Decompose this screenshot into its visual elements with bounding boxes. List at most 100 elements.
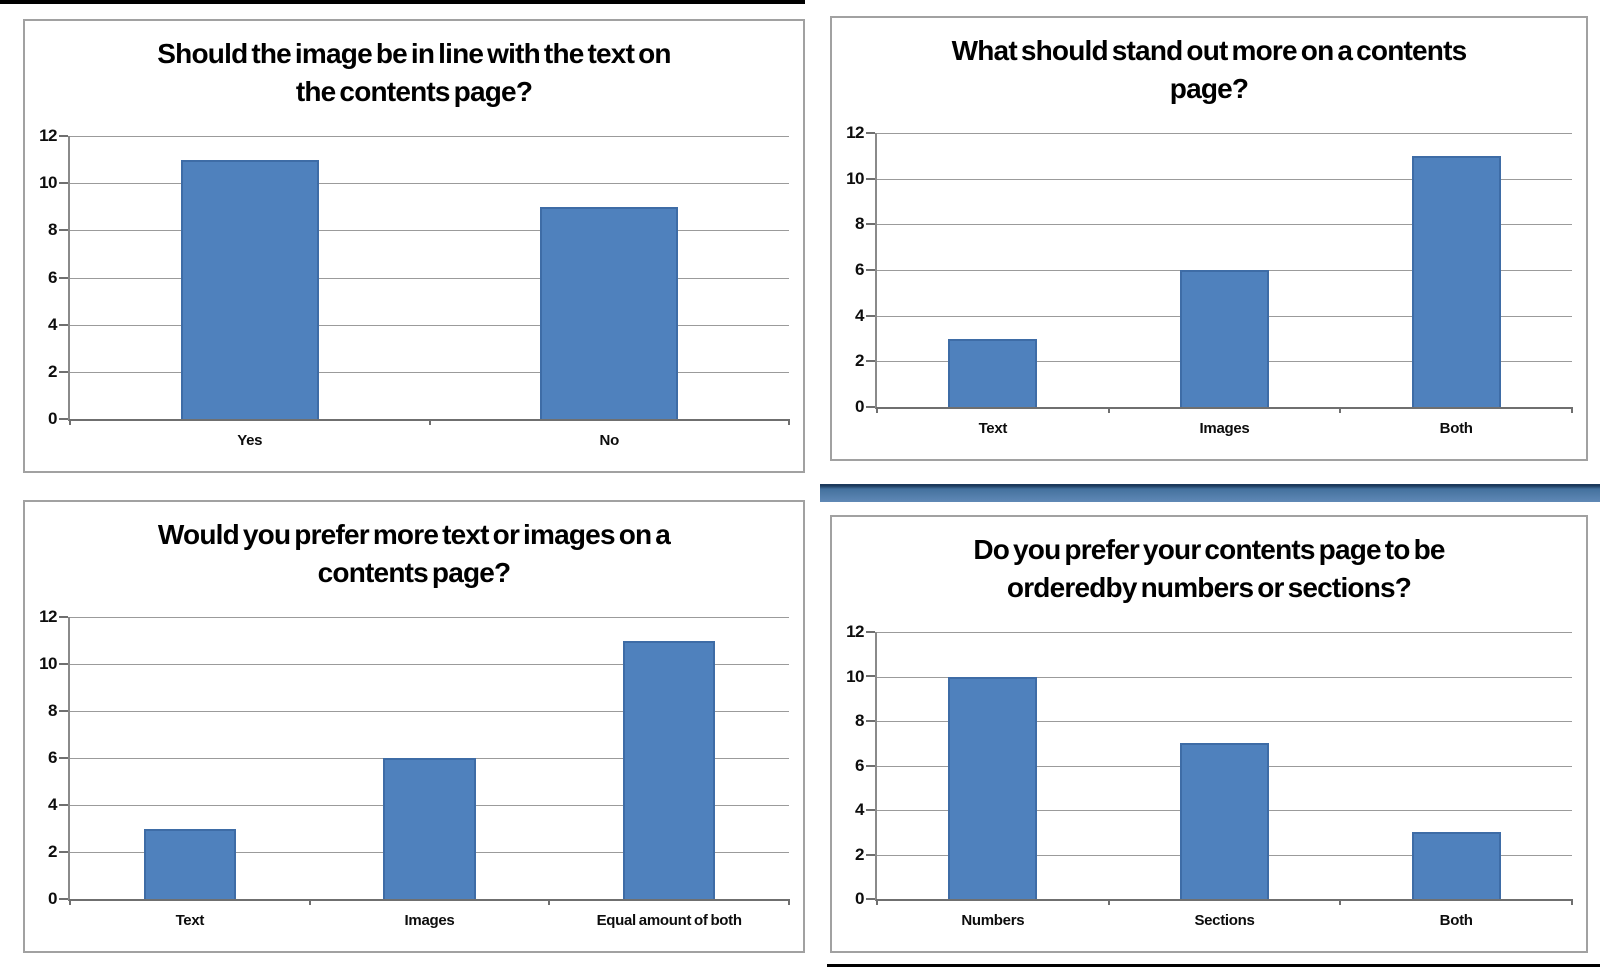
chart-plot-area: 0 2 4 6 8 10 12 Yes No (39, 126, 790, 449)
y-axis-tick (866, 223, 875, 226)
chart-prefer-text-or-images: Would you prefer more text or images on … (23, 500, 805, 953)
y-axis-tick (866, 719, 875, 722)
y-axis-tick (59, 182, 68, 185)
chart-title: Should the image be in line with the tex… (157, 38, 671, 107)
gridline-8 (70, 711, 789, 712)
y-axis-tick-label: 10 (39, 173, 57, 193)
x-axis-tick (1339, 407, 1342, 413)
chart-title: Would you prefer more text or images on … (157, 519, 671, 588)
gridline-8 (877, 721, 1572, 722)
y-axis-tick-label: 10 (39, 654, 57, 673)
bar-yes (180, 159, 319, 419)
y-axis-tick (866, 132, 875, 134)
bars-group (70, 617, 789, 899)
bar-slot (1340, 632, 1572, 899)
y-axis-tick (59, 135, 68, 137)
y-axis-tick-label: 4 (855, 800, 864, 819)
y-axis-tick (59, 370, 68, 373)
bar-images (1179, 270, 1270, 407)
top-border-line (0, 0, 805, 4)
x-axis-tick (308, 899, 311, 905)
gridline-12 (70, 136, 789, 137)
y-axis-tick (866, 764, 875, 767)
x-axis-category-label-both: Both (1439, 912, 1473, 929)
x-axis-tick (1571, 407, 1573, 413)
x-axis-tick (1107, 407, 1110, 413)
y-axis-tick-label: 8 (855, 711, 864, 730)
chart-plot-area: 0 2 4 6 8 10 12 Text Images Equal amount of both (39, 607, 790, 929)
y-axis-tick (59, 662, 68, 665)
y-axis-tick-label: 6 (48, 267, 57, 287)
y-axis-tick-label: 12 (39, 126, 57, 145)
y-axis-tick-label: 12 (846, 622, 864, 641)
bar-slot (1109, 632, 1341, 899)
gridline-10 (877, 178, 1572, 180)
y-axis-tick (866, 675, 875, 678)
y-axis-tick-label: 4 (48, 795, 57, 814)
y-axis-tick (866, 177, 875, 180)
x-axis-tick (428, 419, 431, 425)
y-axis-tick-label: 2 (855, 844, 864, 864)
x-axis-tick (876, 407, 878, 413)
y-axis-tick (59, 323, 68, 326)
y-axis-tick (866, 898, 875, 900)
bar-slot (877, 133, 1109, 407)
x-axis-category-label-both: Both (1439, 420, 1473, 437)
y-axis-tick-label: 6 (48, 748, 57, 767)
y-axis-tick-label: 6 (855, 755, 864, 775)
y-axis-tick-label: 4 (48, 314, 57, 334)
y-axis-tick-label: 12 (846, 123, 864, 142)
x-axis-tick (788, 419, 790, 425)
y-axis-tick (59, 851, 68, 853)
y-axis-tick (59, 757, 68, 759)
gridline-2 (70, 371, 789, 373)
y-axis-tick-label: 8 (48, 220, 57, 240)
bar-no (540, 206, 679, 419)
y-axis-tick-label: 0 (48, 889, 57, 908)
y-axis-tick-label: 10 (846, 666, 864, 686)
chart-plot-area: 0 2 4 6 8 10 12 Numbers Sections Both (846, 622, 1573, 929)
x-axis-category-label-text: Text (978, 420, 1008, 437)
bar-slot (1109, 133, 1341, 407)
bar-equal-amount-of-both (623, 640, 716, 899)
bar-slot (549, 617, 789, 899)
x-axis-category-label-sections: Sections (1194, 912, 1255, 929)
x-axis-category-label-numbers: Numbers (961, 912, 1025, 929)
gridline-8 (70, 230, 789, 232)
bar-slot (430, 136, 790, 419)
y-axis-tick (866, 631, 875, 633)
y-axis-tick-label: 12 (39, 607, 57, 626)
gridline-6 (70, 277, 789, 279)
y-axis-tick (59, 709, 68, 712)
y-axis-tick-label: 2 (48, 361, 57, 381)
x-axis-tick (69, 419, 71, 425)
bars-group (70, 136, 789, 419)
gridline-12 (877, 632, 1572, 633)
y-axis-tick-label: 8 (48, 701, 57, 720)
bar-slot (310, 617, 550, 899)
bars-group (877, 133, 1572, 407)
y-axis-tick (59, 803, 68, 806)
x-axis-category-label-images: Images (404, 912, 455, 929)
gridline-10 (70, 664, 789, 665)
y-axis-tick (866, 314, 875, 317)
y-axis-tick (866, 360, 875, 363)
x-axis-category-label-text: Text (175, 912, 205, 929)
bar-text (143, 828, 236, 899)
gridline-10 (877, 676, 1572, 678)
y-axis-tick (59, 616, 68, 618)
bar-numbers (948, 676, 1038, 899)
chart-image-inline-with-text: Should the image be in line with the tex… (23, 19, 805, 473)
chart-what-stands-out-more: What should stand out more on a contents… (830, 16, 1588, 461)
y-axis-tick-label: 0 (855, 889, 864, 908)
bar-slot (70, 136, 430, 419)
y-axis-tick-label: 0 (48, 409, 57, 428)
x-axis-tick (1339, 899, 1342, 905)
y-axis-tick (59, 418, 68, 420)
chart-ordered-by-numbers-or-sections: Do you prefer your contents page to be o… (830, 515, 1588, 953)
x-axis-category-label-equal-amount-of-both: Equal amount of both (596, 912, 742, 929)
bar-slot (877, 632, 1109, 899)
bars-group (877, 632, 1572, 899)
x-axis-tick (548, 899, 551, 905)
